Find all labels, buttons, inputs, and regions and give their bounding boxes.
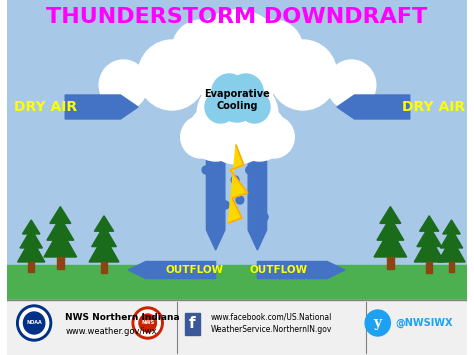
Polygon shape: [18, 238, 45, 262]
Polygon shape: [374, 228, 407, 257]
Circle shape: [212, 74, 246, 110]
Circle shape: [228, 74, 263, 110]
Text: NWS Northern Indiana: NWS Northern Indiana: [65, 312, 180, 322]
Polygon shape: [92, 226, 116, 247]
Text: NWS: NWS: [141, 321, 154, 326]
Circle shape: [17, 305, 52, 341]
Circle shape: [199, 86, 275, 164]
Text: NOAA: NOAA: [26, 321, 42, 326]
FancyArrow shape: [65, 95, 138, 119]
Circle shape: [19, 308, 49, 338]
Bar: [7, 0, 467, 300]
Bar: [57, 257, 64, 269]
Polygon shape: [228, 145, 248, 223]
Polygon shape: [22, 220, 40, 234]
Bar: [387, 257, 394, 269]
Circle shape: [260, 213, 268, 221]
Polygon shape: [438, 238, 465, 262]
Circle shape: [231, 176, 239, 184]
Circle shape: [138, 40, 206, 110]
Circle shape: [216, 78, 258, 122]
Polygon shape: [89, 236, 119, 262]
Bar: [7, 300, 467, 355]
Bar: [426, 262, 432, 273]
Circle shape: [239, 91, 270, 123]
FancyArrow shape: [257, 262, 345, 279]
Circle shape: [205, 91, 236, 123]
Polygon shape: [419, 216, 439, 231]
Circle shape: [365, 310, 391, 336]
Text: y: y: [374, 316, 382, 330]
Polygon shape: [377, 217, 404, 240]
Circle shape: [189, 10, 285, 110]
Polygon shape: [380, 207, 401, 223]
Bar: [184, 313, 200, 335]
Circle shape: [218, 82, 278, 144]
FancyArrow shape: [128, 262, 216, 279]
Text: f: f: [189, 317, 196, 332]
Circle shape: [202, 166, 210, 174]
Text: DRY AIR: DRY AIR: [402, 100, 465, 114]
Circle shape: [257, 181, 265, 189]
Circle shape: [221, 201, 229, 209]
Circle shape: [132, 307, 163, 339]
Polygon shape: [443, 220, 460, 234]
Text: THUNDERSTORM DOWNDRAFT: THUNDERSTORM DOWNDRAFT: [46, 7, 428, 27]
Polygon shape: [94, 216, 114, 231]
Circle shape: [269, 40, 337, 110]
Circle shape: [251, 203, 258, 211]
Circle shape: [327, 60, 376, 110]
Text: @NWSIWX: @NWSIWX: [395, 318, 453, 328]
Circle shape: [189, 105, 243, 161]
Text: Evaporative
Cooling: Evaporative Cooling: [204, 89, 270, 111]
FancyArrow shape: [248, 135, 266, 250]
Circle shape: [232, 105, 286, 161]
Circle shape: [215, 186, 222, 194]
Circle shape: [236, 196, 244, 204]
Circle shape: [23, 312, 45, 334]
Circle shape: [245, 20, 303, 80]
Circle shape: [254, 116, 294, 158]
Circle shape: [99, 60, 148, 110]
Polygon shape: [44, 228, 77, 257]
Circle shape: [197, 82, 257, 144]
Circle shape: [135, 310, 160, 336]
Circle shape: [246, 166, 254, 174]
Polygon shape: [414, 236, 444, 262]
Circle shape: [181, 116, 221, 158]
Polygon shape: [417, 226, 441, 247]
Circle shape: [207, 211, 215, 219]
Text: www.weather.gov/iwx: www.weather.gov/iwx: [65, 327, 157, 335]
Text: OUTFLOW: OUTFLOW: [250, 265, 308, 275]
Circle shape: [139, 314, 156, 332]
FancyArrow shape: [206, 135, 225, 250]
Text: DRY AIR: DRY AIR: [14, 100, 77, 114]
Circle shape: [172, 20, 230, 80]
Polygon shape: [20, 229, 42, 248]
Text: www.facebook.com/US.National: www.facebook.com/US.National: [211, 312, 332, 322]
Polygon shape: [440, 229, 463, 248]
Text: OUTFLOW: OUTFLOW: [165, 265, 223, 275]
Bar: [7, 265, 467, 300]
Bar: [28, 262, 34, 272]
Text: WeatherService.NorthernIN.gov: WeatherService.NorthernIN.gov: [211, 326, 332, 334]
FancyArrow shape: [337, 95, 410, 119]
Bar: [448, 262, 455, 272]
Bar: [101, 262, 107, 273]
Polygon shape: [47, 217, 74, 240]
Polygon shape: [50, 207, 71, 223]
